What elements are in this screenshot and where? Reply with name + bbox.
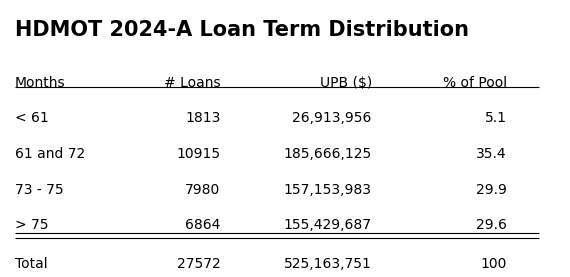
- Text: 1813: 1813: [185, 111, 221, 125]
- Text: % of Pool: % of Pool: [443, 76, 507, 89]
- Text: 6864: 6864: [185, 218, 221, 232]
- Text: 27572: 27572: [177, 257, 221, 271]
- Text: 155,429,687: 155,429,687: [284, 218, 372, 232]
- Text: 29.9: 29.9: [476, 183, 507, 197]
- Text: HDMOT 2024-A Loan Term Distribution: HDMOT 2024-A Loan Term Distribution: [15, 20, 469, 40]
- Text: 61 and 72: 61 and 72: [15, 147, 85, 161]
- Text: > 75: > 75: [15, 218, 48, 232]
- Text: 185,666,125: 185,666,125: [283, 147, 372, 161]
- Text: 26,913,956: 26,913,956: [292, 111, 372, 125]
- Text: Months: Months: [15, 76, 66, 89]
- Text: UPB ($): UPB ($): [320, 76, 372, 89]
- Text: 10915: 10915: [176, 147, 221, 161]
- Text: 29.6: 29.6: [476, 218, 507, 232]
- Text: 5.1: 5.1: [485, 111, 507, 125]
- Text: 100: 100: [481, 257, 507, 271]
- Text: 525,163,751: 525,163,751: [284, 257, 372, 271]
- Text: Total: Total: [15, 257, 48, 271]
- Text: 35.4: 35.4: [477, 147, 507, 161]
- Text: < 61: < 61: [15, 111, 48, 125]
- Text: 7980: 7980: [185, 183, 221, 197]
- Text: # Loans: # Loans: [164, 76, 221, 89]
- Text: 157,153,983: 157,153,983: [284, 183, 372, 197]
- Text: 73 - 75: 73 - 75: [15, 183, 64, 197]
